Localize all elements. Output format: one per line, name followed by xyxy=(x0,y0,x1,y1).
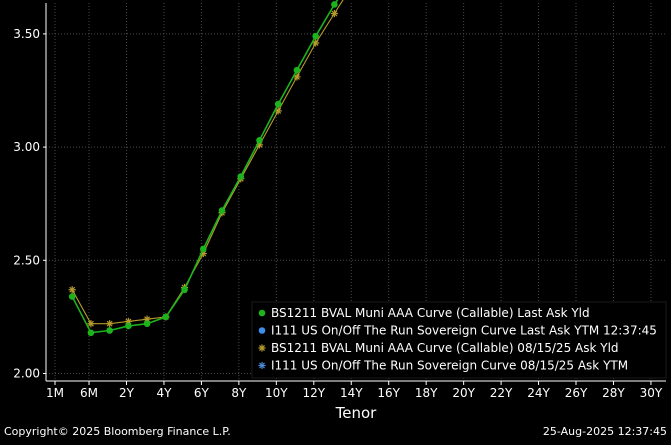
y-tick-label: 2.50 xyxy=(13,253,40,267)
series-point xyxy=(181,286,188,294)
legend-entry: BS1211 BVAL Muni AAA Curve (Callable) La… xyxy=(271,306,590,320)
star-stroke xyxy=(106,320,113,327)
legend: BS1211 BVAL Muni AAA Curve (Callable) La… xyxy=(251,301,667,379)
star-stroke xyxy=(259,345,265,351)
star-stroke xyxy=(125,318,132,325)
x-tick-label: 22Y xyxy=(490,386,513,400)
star-stroke xyxy=(259,362,265,369)
x-tick-label: 14Y xyxy=(340,386,363,400)
series-point-star xyxy=(106,320,114,328)
y-tick-label: 3.00 xyxy=(13,140,40,154)
star-stroke xyxy=(256,141,263,148)
star-stroke xyxy=(293,73,300,80)
star-stroke xyxy=(144,316,151,323)
axes: 2.002.503.003.504.004.505.001M6M2Y4Y6Y8Y… xyxy=(13,3,666,400)
x-tick-label: 26Y xyxy=(565,386,588,400)
series-point xyxy=(218,207,226,214)
x-tick-label: 12Y xyxy=(302,386,325,400)
series-point xyxy=(331,1,338,8)
x-tick-label: 28Y xyxy=(602,386,625,400)
x-tick-label: 16Y xyxy=(377,386,400,400)
series-lines xyxy=(68,0,344,337)
y-tick-label: 3.50 xyxy=(13,27,40,41)
star-stroke xyxy=(200,250,207,257)
series-point-star xyxy=(293,73,301,81)
x-tick-label: 2Y xyxy=(119,386,135,400)
series-point-star xyxy=(274,107,282,115)
legend-entry: I111 US On/Off The Run Sovereign Curve 0… xyxy=(271,359,628,373)
x-tick-label: 8Y xyxy=(231,386,247,400)
series-point xyxy=(312,32,319,40)
x-tick-label: 1M xyxy=(46,386,64,400)
x-tick-label: 18Y xyxy=(415,386,438,400)
series-point xyxy=(274,100,282,108)
x-axis-title: Tenor xyxy=(335,404,378,422)
star-stroke xyxy=(312,40,319,46)
star-stroke xyxy=(275,107,282,114)
series-point xyxy=(106,327,113,334)
copyright-text: Copyright© 2025 Bloomberg Finance L.P. xyxy=(4,425,231,438)
star-stroke xyxy=(87,320,94,327)
series-point xyxy=(256,137,263,144)
series-point xyxy=(199,245,207,253)
series-point-star xyxy=(330,9,338,18)
series-point-star xyxy=(87,320,95,328)
series-point-star xyxy=(312,39,320,47)
timestamp-text: 25-Aug-2025 12:37:45 xyxy=(542,425,667,438)
legend-marker xyxy=(258,327,266,334)
y-tick-label: 2.00 xyxy=(13,367,40,381)
series-point xyxy=(143,320,151,327)
series-point xyxy=(68,293,76,300)
legend-entry: BS1211 BVAL Muni AAA Curve (Callable) 08… xyxy=(271,341,619,355)
series-point-star xyxy=(68,286,76,294)
series-point xyxy=(162,313,170,321)
series-0 xyxy=(68,0,339,337)
x-tick-label: 4Y xyxy=(156,386,172,400)
legend-entry: I111 US On/Off The Run Sovereign Curve L… xyxy=(271,324,657,338)
series-point xyxy=(87,329,95,337)
star-stroke xyxy=(331,10,338,17)
series-point xyxy=(125,322,132,330)
legend-box xyxy=(251,301,667,379)
series-point-star xyxy=(258,344,266,352)
series-point xyxy=(293,66,301,74)
series-point-star xyxy=(258,361,266,370)
x-tick-label: 30Y xyxy=(640,386,663,400)
x-tick-label: 6M xyxy=(80,386,98,400)
x-tick-label: 10Y xyxy=(265,386,288,400)
series-point xyxy=(237,173,245,180)
star-stroke xyxy=(69,286,76,293)
x-tick-label: 20Y xyxy=(452,386,475,400)
legend-marker xyxy=(258,309,266,317)
x-tick-label: 6Y xyxy=(194,386,210,400)
x-tick-label: 24Y xyxy=(527,386,550,400)
